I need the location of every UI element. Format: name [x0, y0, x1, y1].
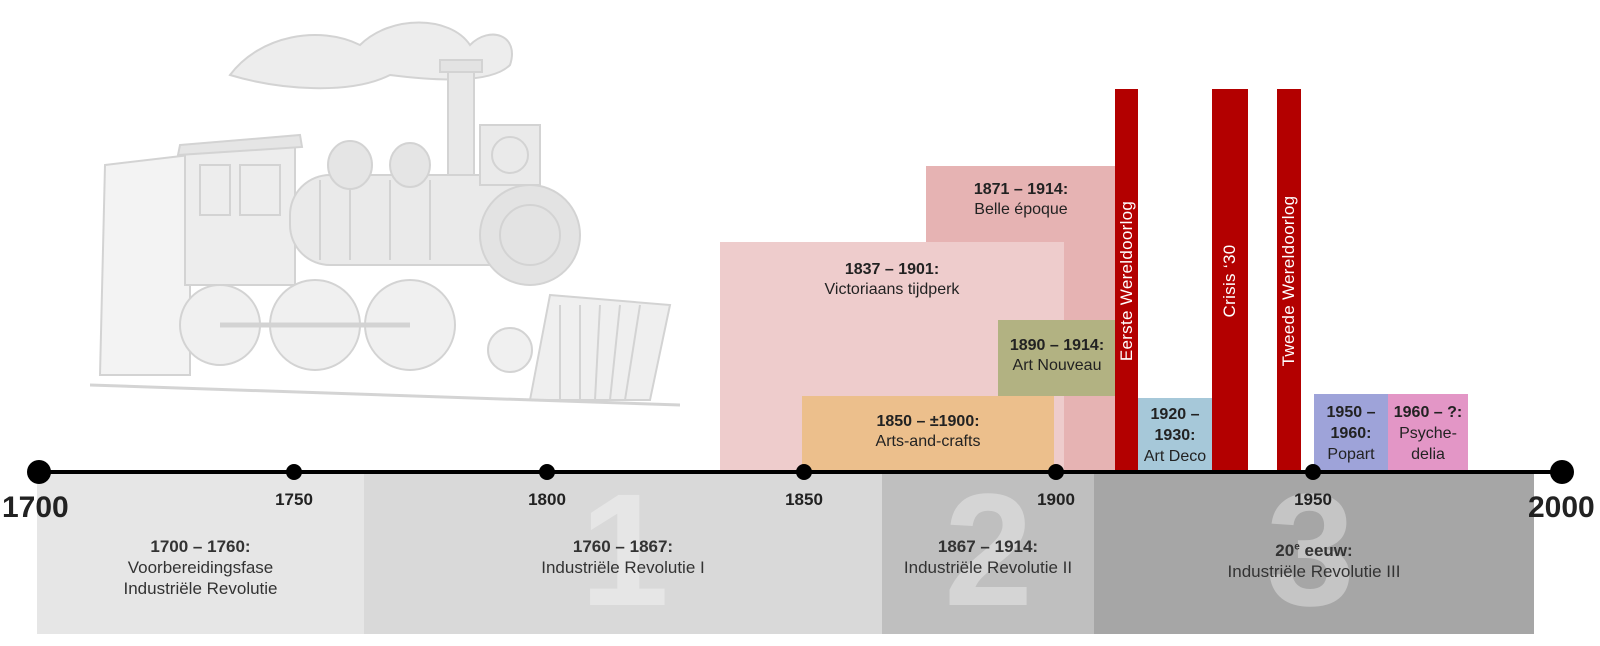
period-name: Art Nouveau	[1012, 357, 1102, 374]
axis-tick-label: 1900	[1037, 490, 1075, 509]
era-years: 1760 – 1867:	[572, 537, 674, 556]
period-name-line2: delia	[1411, 446, 1445, 463]
period-name: Victoriaans tijdperk	[824, 281, 960, 298]
era-name: Industriële Revolutie III	[1227, 561, 1401, 581]
era-label-industrial-revolution-1: 1760 – 1867: Industriële Revolutie I	[364, 536, 882, 578]
axis-start-dot	[27, 460, 51, 484]
war-bar-crisis-30: Crisis ‘30	[1212, 89, 1248, 472]
era-band-industrial-revolution-1	[364, 472, 882, 634]
era-years: 1867 – 1914:	[937, 537, 1039, 556]
axis-tick-dot	[539, 464, 555, 480]
era-band-preparation	[37, 472, 364, 634]
era-band-industrial-revolution-2	[882, 472, 1094, 634]
era-band-industrial-revolution-3	[1094, 472, 1534, 634]
period-years: 1960 – ?:	[1393, 404, 1463, 421]
axis-end-label: 2000	[1528, 491, 1595, 524]
axis-tick-dot	[1305, 464, 1321, 480]
war-label: Eerste Wereldoorlog	[1116, 200, 1136, 361]
axis-end-dot	[1550, 460, 1574, 484]
axis-start-label: 1700	[2, 491, 69, 524]
period-popart: 1950 – 1960: Popart	[1314, 394, 1388, 472]
war-label: Tweede Wereldoorlog	[1279, 195, 1298, 366]
era-name: Voorbereidingsfase	[127, 558, 274, 577]
period-years: 1920 –	[1150, 406, 1200, 423]
axis-tick-dot	[796, 464, 812, 480]
era-label-preparation: 1700 – 1760: Voorbereidingsfase Industri…	[37, 536, 364, 599]
period-name: Belle époque	[974, 201, 1068, 218]
era-years: 1700 – 1760:	[150, 537, 251, 556]
era-name: Industriële Revolutie I	[541, 558, 705, 577]
period-years-line2: 1930:	[1154, 427, 1196, 444]
period-years-line2: 1960:	[1330, 425, 1372, 442]
period-years: 1850 – ±1900:	[876, 413, 980, 430]
axis-tick-label: 1950	[1294, 490, 1332, 509]
period-psychedelia: 1960 – ?: Psyche- delia	[1388, 394, 1468, 472]
axis-tick-label: 1800	[528, 490, 566, 509]
era-number-3: 3	[1266, 460, 1355, 639]
war-label: Crisis ‘30	[1220, 244, 1239, 317]
period-name: Arts-and-crafts	[875, 433, 981, 450]
period-name: Art Deco	[1143, 448, 1207, 465]
steam-locomotive-icon	[90, 21, 680, 407]
period-name: Popart	[1327, 446, 1375, 463]
era-number-2: 2	[944, 460, 1033, 639]
era-name-line2: Industriële Revolutie	[123, 579, 278, 598]
period-years: 1837 – 1901:	[844, 261, 940, 278]
period-art-deco: 1920 – 1930: Art Deco	[1138, 398, 1212, 472]
war-bar-first-world-war: Eerste Wereldoorlog	[1115, 89, 1138, 472]
era-label-industrial-revolution-2: 1867 – 1914: Industriële Revolutie II	[882, 536, 1094, 578]
era-name: Industriële Revolutie II	[903, 558, 1073, 577]
axis-tick-dot	[286, 464, 302, 480]
era-years: 20e eeuw:	[1275, 540, 1353, 560]
period-years: 1871 – 1914:	[973, 181, 1069, 198]
war-bar-second-world-war: Tweede Wereldoorlog	[1277, 89, 1301, 472]
period-name: Psyche-	[1399, 425, 1457, 442]
period-art-nouveau: 1890 – 1914: Art Nouveau	[998, 320, 1116, 396]
axis-tick-label: 1850	[785, 490, 823, 509]
era-number-1: 1	[580, 460, 669, 639]
period-arts-and-crafts: 1850 – ±1900: Arts-and-crafts	[802, 396, 1054, 472]
era-label-industrial-revolution-3: 20e eeuw: Industriële Revolutie III	[1094, 536, 1534, 582]
period-years: 1890 – 1914:	[1009, 337, 1105, 354]
axis-tick-label: 1750	[275, 490, 313, 509]
axis-tick-dot	[1048, 464, 1064, 480]
period-years: 1950 –	[1326, 404, 1376, 421]
